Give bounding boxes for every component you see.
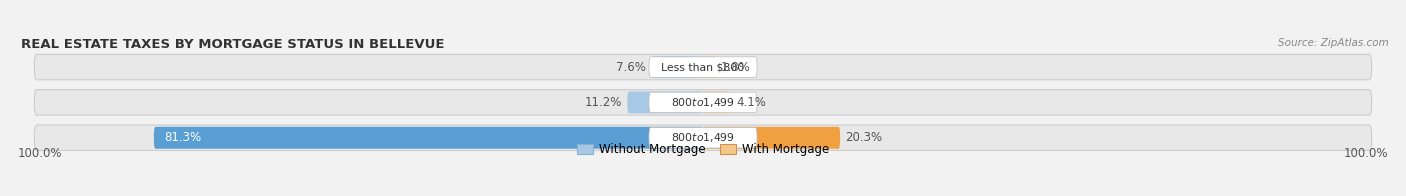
Text: 4.1%: 4.1% — [737, 96, 766, 109]
Text: 100.0%: 100.0% — [1344, 147, 1389, 160]
Text: $800 to $1,499: $800 to $1,499 — [671, 96, 735, 109]
FancyBboxPatch shape — [34, 90, 1372, 115]
FancyBboxPatch shape — [650, 57, 756, 77]
FancyBboxPatch shape — [153, 127, 703, 149]
Text: 20.3%: 20.3% — [845, 131, 883, 144]
FancyBboxPatch shape — [34, 125, 1372, 151]
FancyBboxPatch shape — [703, 56, 716, 78]
FancyBboxPatch shape — [650, 128, 756, 148]
Legend: Without Mortgage, With Mortgage: Without Mortgage, With Mortgage — [572, 139, 834, 161]
Text: 1.8%: 1.8% — [720, 61, 751, 74]
FancyBboxPatch shape — [627, 92, 703, 113]
FancyBboxPatch shape — [703, 127, 841, 149]
Text: 100.0%: 100.0% — [17, 147, 62, 160]
FancyBboxPatch shape — [703, 92, 731, 113]
Text: 7.6%: 7.6% — [616, 61, 647, 74]
Text: Less than $800: Less than $800 — [661, 62, 745, 72]
FancyBboxPatch shape — [650, 92, 756, 113]
FancyBboxPatch shape — [34, 54, 1372, 80]
FancyBboxPatch shape — [651, 56, 703, 78]
Text: 11.2%: 11.2% — [585, 96, 621, 109]
Text: REAL ESTATE TAXES BY MORTGAGE STATUS IN BELLEVUE: REAL ESTATE TAXES BY MORTGAGE STATUS IN … — [21, 38, 444, 51]
Text: 81.3%: 81.3% — [165, 131, 201, 144]
Text: Source: ZipAtlas.com: Source: ZipAtlas.com — [1278, 38, 1389, 48]
Text: $800 to $1,499: $800 to $1,499 — [671, 131, 735, 144]
